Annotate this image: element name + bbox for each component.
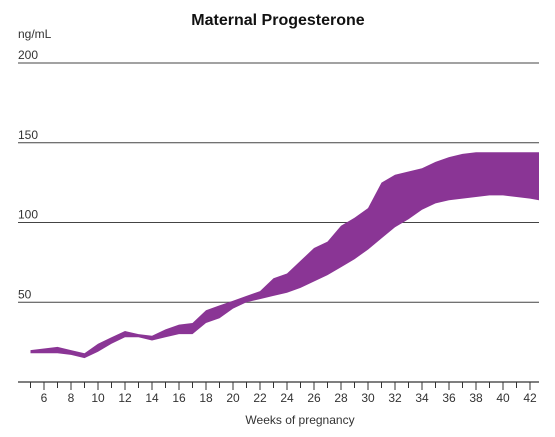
x-tick-label: 24 [280,391,294,405]
progesterone-range-band [30,152,539,359]
x-axis-title: Weeks of pregnancy [245,413,354,427]
x-tick-label: 30 [361,391,375,405]
y-axis-title: ng/mL [18,27,52,41]
x-tick-label: 32 [388,391,402,405]
chart-title: Maternal Progesterone [191,12,364,29]
x-ticks [30,382,531,390]
y-tick-labels: 50 100 150 200 [18,48,38,301]
x-tick-label: 6 [41,391,48,405]
y-tick-label: 150 [18,128,38,142]
x-tick-label: 34 [415,391,429,405]
x-tick-label: 14 [145,391,159,405]
x-tick-label: 40 [496,391,510,405]
x-tick-label: 22 [253,391,267,405]
data-band-layer [30,152,539,359]
x-tick-label: 8 [68,391,75,405]
x-tick-label: 38 [469,391,483,405]
x-tick-label: 20 [226,391,240,405]
x-tick-labels: 6 8 10 12 14 16 18 20 22 24 26 28 30 32 34 36 38 40 42 [41,391,537,405]
y-tick-label: 100 [18,208,38,222]
gridlines [18,62,539,303]
x-tick-label: 16 [172,391,186,405]
y-tick-label: 200 [18,48,38,62]
x-tick-label: 18 [199,391,213,405]
x-tick-label: 42 [523,391,537,405]
x-tick-label: 28 [334,391,348,405]
x-tick-label: 12 [118,391,132,405]
y-tick-label: 50 [18,287,32,301]
x-tick-label: 26 [307,391,321,405]
x-tick-label: 10 [91,391,105,405]
x-tick-label: 36 [442,391,456,405]
